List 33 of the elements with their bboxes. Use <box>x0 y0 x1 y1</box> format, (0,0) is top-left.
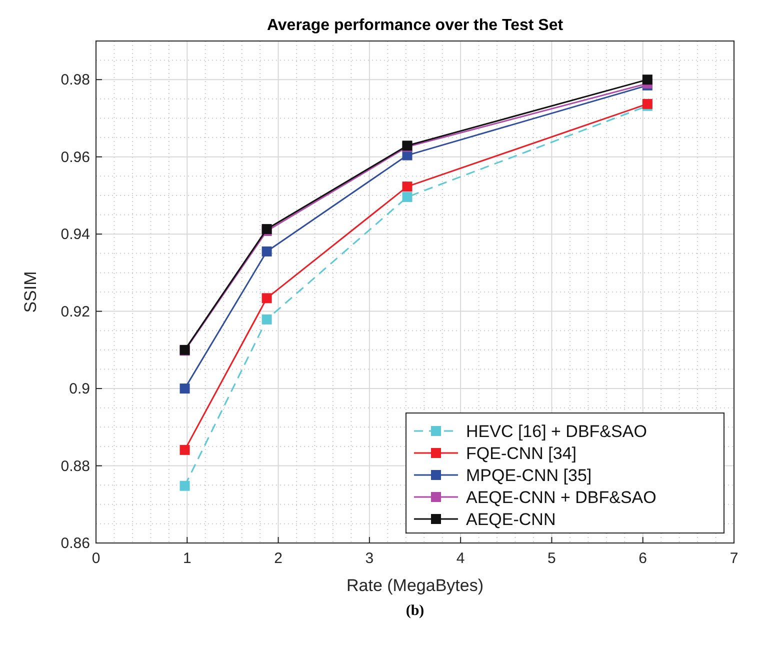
y-tick-label: 0.94 <box>60 226 90 244</box>
legend-label: AEQE-CNN <box>466 510 556 529</box>
legend-label: FQE-CNN [34] <box>466 444 577 463</box>
x-tick-label: 0 <box>92 550 100 567</box>
point <box>402 192 412 202</box>
x-tick-label: 7 <box>730 550 738 567</box>
point <box>262 246 272 256</box>
y-tick-label: 0.96 <box>60 148 90 166</box>
point <box>180 480 190 491</box>
point <box>180 384 190 394</box>
y-tick-label: 0.9 <box>69 380 90 398</box>
text: (b) <box>406 603 424 619</box>
x-tick-label: 4 <box>456 550 465 567</box>
legend-label: MPQE-CNN [35] <box>466 466 592 485</box>
x-tick-label: 1 <box>182 550 192 567</box>
y-tick-label: 0.98 <box>60 72 90 89</box>
y-tick-label: 0.88 <box>60 458 90 475</box>
x-axis-title: Rate (MegaBytes) <box>346 576 484 595</box>
point <box>180 444 190 455</box>
point <box>642 74 652 85</box>
x-tick-label: 5 <box>548 550 556 567</box>
point <box>262 293 272 304</box>
point <box>262 314 272 324</box>
legend-label: AEQE-CNN + DBF&SAO <box>466 488 656 507</box>
y-tick-label: 0.92 <box>60 303 90 320</box>
point <box>402 182 412 192</box>
x-tick-label: 2 <box>274 550 282 567</box>
legend-label: HEVC [16] + DBF&SAO <box>466 422 647 441</box>
x-tick-label: 3 <box>365 550 374 567</box>
x-tick-label: 6 <box>638 550 648 567</box>
y-axis-title: SSIM <box>21 271 40 313</box>
y-tick-label: 0.86 <box>60 535 90 552</box>
chart-title: Average performance over the Test Set <box>266 17 564 34</box>
